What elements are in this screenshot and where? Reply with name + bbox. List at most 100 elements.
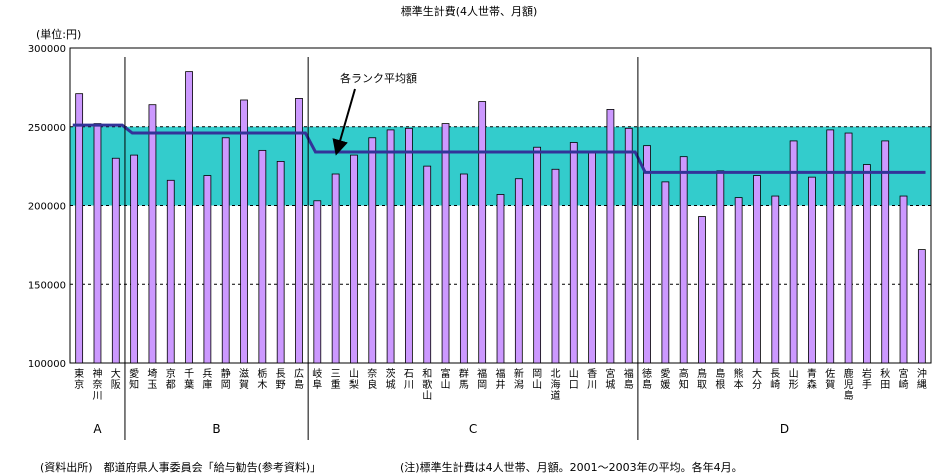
bar bbox=[313, 200, 322, 364]
bar bbox=[276, 160, 285, 364]
bar bbox=[734, 197, 743, 364]
bar bbox=[93, 123, 102, 364]
bar bbox=[881, 140, 890, 364]
category-label: 茨城 bbox=[386, 367, 396, 391]
bar bbox=[643, 145, 651, 364]
category-label: 宮崎 bbox=[899, 367, 909, 391]
bar bbox=[148, 104, 157, 364]
bar bbox=[295, 98, 303, 364]
category-label: 静岡 bbox=[221, 367, 231, 391]
category-label: 神奈川 bbox=[92, 367, 102, 402]
category-label: 北海道 bbox=[550, 368, 560, 402]
y-tick-label: 200000 bbox=[28, 202, 66, 213]
bar bbox=[588, 151, 596, 364]
bar bbox=[753, 175, 761, 364]
bar bbox=[441, 123, 450, 364]
bar bbox=[386, 129, 395, 364]
category-label: 山形 bbox=[789, 368, 799, 391]
category-label: 山口 bbox=[569, 368, 579, 391]
category-label: 熊本 bbox=[734, 367, 744, 391]
category-label: 鳥取 bbox=[697, 367, 707, 391]
category-label: 島根 bbox=[715, 367, 725, 391]
y-tick-label: 300000 bbox=[28, 44, 66, 55]
bar bbox=[844, 132, 853, 364]
bar bbox=[350, 154, 358, 364]
category-label: 新潟 bbox=[514, 367, 524, 391]
bar bbox=[130, 154, 138, 364]
average-annotation-arrow bbox=[332, 88, 356, 156]
category-label: 佐賀 bbox=[825, 368, 835, 391]
category-label: 沖縄 bbox=[917, 367, 927, 391]
bar bbox=[240, 99, 248, 364]
category-label: 滋賀 bbox=[239, 367, 249, 391]
bar bbox=[111, 157, 120, 364]
category-label: 香川 bbox=[587, 368, 597, 391]
bar bbox=[551, 168, 560, 364]
category-label: 福島 bbox=[624, 367, 634, 391]
y-tick-label: 250000 bbox=[28, 123, 66, 134]
category-label: 京都 bbox=[166, 367, 176, 391]
category-label: 岩手 bbox=[862, 367, 872, 391]
category-label: 富山 bbox=[441, 367, 451, 391]
bar bbox=[698, 216, 706, 364]
footnote-note: (注)標準生計費は4人世帯、月額。2001～2003年の平均。各年4月。 bbox=[400, 460, 743, 474]
footnote-source: (資料出所) 都道府県人事委員会「給与勧告(参考資料)」 bbox=[40, 460, 321, 474]
bar bbox=[203, 175, 212, 364]
category-label: 愛媛 bbox=[660, 367, 670, 391]
bar bbox=[514, 178, 523, 364]
category-label: 福岡 bbox=[477, 367, 487, 391]
group-label: C bbox=[469, 422, 477, 436]
bar bbox=[917, 249, 926, 364]
bar bbox=[624, 127, 633, 364]
bar bbox=[423, 165, 432, 364]
category-label: 千葉 bbox=[184, 368, 194, 391]
bar bbox=[221, 137, 230, 364]
group-label: A bbox=[93, 422, 102, 436]
category-label: 群馬 bbox=[459, 367, 469, 391]
bar bbox=[75, 93, 84, 364]
category-label: 山梨 bbox=[349, 368, 359, 391]
bar bbox=[478, 101, 487, 364]
category-label: 長崎 bbox=[770, 368, 780, 391]
category-label: 岡山 bbox=[532, 368, 542, 391]
category-label: 長野 bbox=[276, 368, 286, 391]
bar bbox=[405, 127, 413, 364]
category-label: 秋田 bbox=[880, 367, 890, 391]
category-label: 青森 bbox=[807, 367, 817, 391]
category-label: 石川 bbox=[404, 369, 414, 391]
bar bbox=[808, 176, 816, 364]
category-label: 栃木 bbox=[257, 367, 267, 391]
bar bbox=[166, 179, 175, 364]
category-label: 兵庫 bbox=[202, 367, 212, 391]
chart-title: 標準生計費(4人世帯、月額) bbox=[401, 4, 538, 18]
y-tick-label: 150000 bbox=[28, 280, 66, 291]
bar bbox=[771, 195, 780, 364]
bar bbox=[368, 137, 377, 364]
bar bbox=[899, 195, 908, 364]
category-label: 奈良 bbox=[367, 367, 377, 391]
category-label: 岐阜 bbox=[312, 367, 322, 391]
category-label: 愛知 bbox=[129, 367, 139, 391]
band-200000-250000 bbox=[70, 126, 931, 206]
category-label: 三重 bbox=[331, 369, 341, 391]
category-label: 福井 bbox=[496, 367, 506, 391]
average-annotation-label: 各ランク平均額 bbox=[340, 71, 417, 85]
category-label: 徳島 bbox=[642, 367, 652, 391]
bar bbox=[679, 156, 688, 364]
bar bbox=[496, 194, 505, 364]
bar bbox=[716, 170, 725, 364]
bar bbox=[863, 164, 871, 364]
unit-label: (単位:円) bbox=[36, 27, 81, 41]
category-label: 埼玉 bbox=[147, 367, 157, 391]
y-tick-label: 100000 bbox=[28, 359, 66, 370]
bar bbox=[331, 173, 340, 364]
group-label: B bbox=[212, 422, 220, 436]
category-label: 鹿児島 bbox=[844, 367, 854, 402]
plot-area: 100000 150000 200000 250000 300000 東京神奈川大阪愛知埼… bbox=[28, 44, 932, 440]
bar bbox=[459, 173, 468, 364]
bar bbox=[789, 140, 798, 364]
bar bbox=[569, 142, 578, 364]
category-label: 宮城 bbox=[605, 367, 615, 391]
category-label: 広島 bbox=[294, 367, 304, 391]
